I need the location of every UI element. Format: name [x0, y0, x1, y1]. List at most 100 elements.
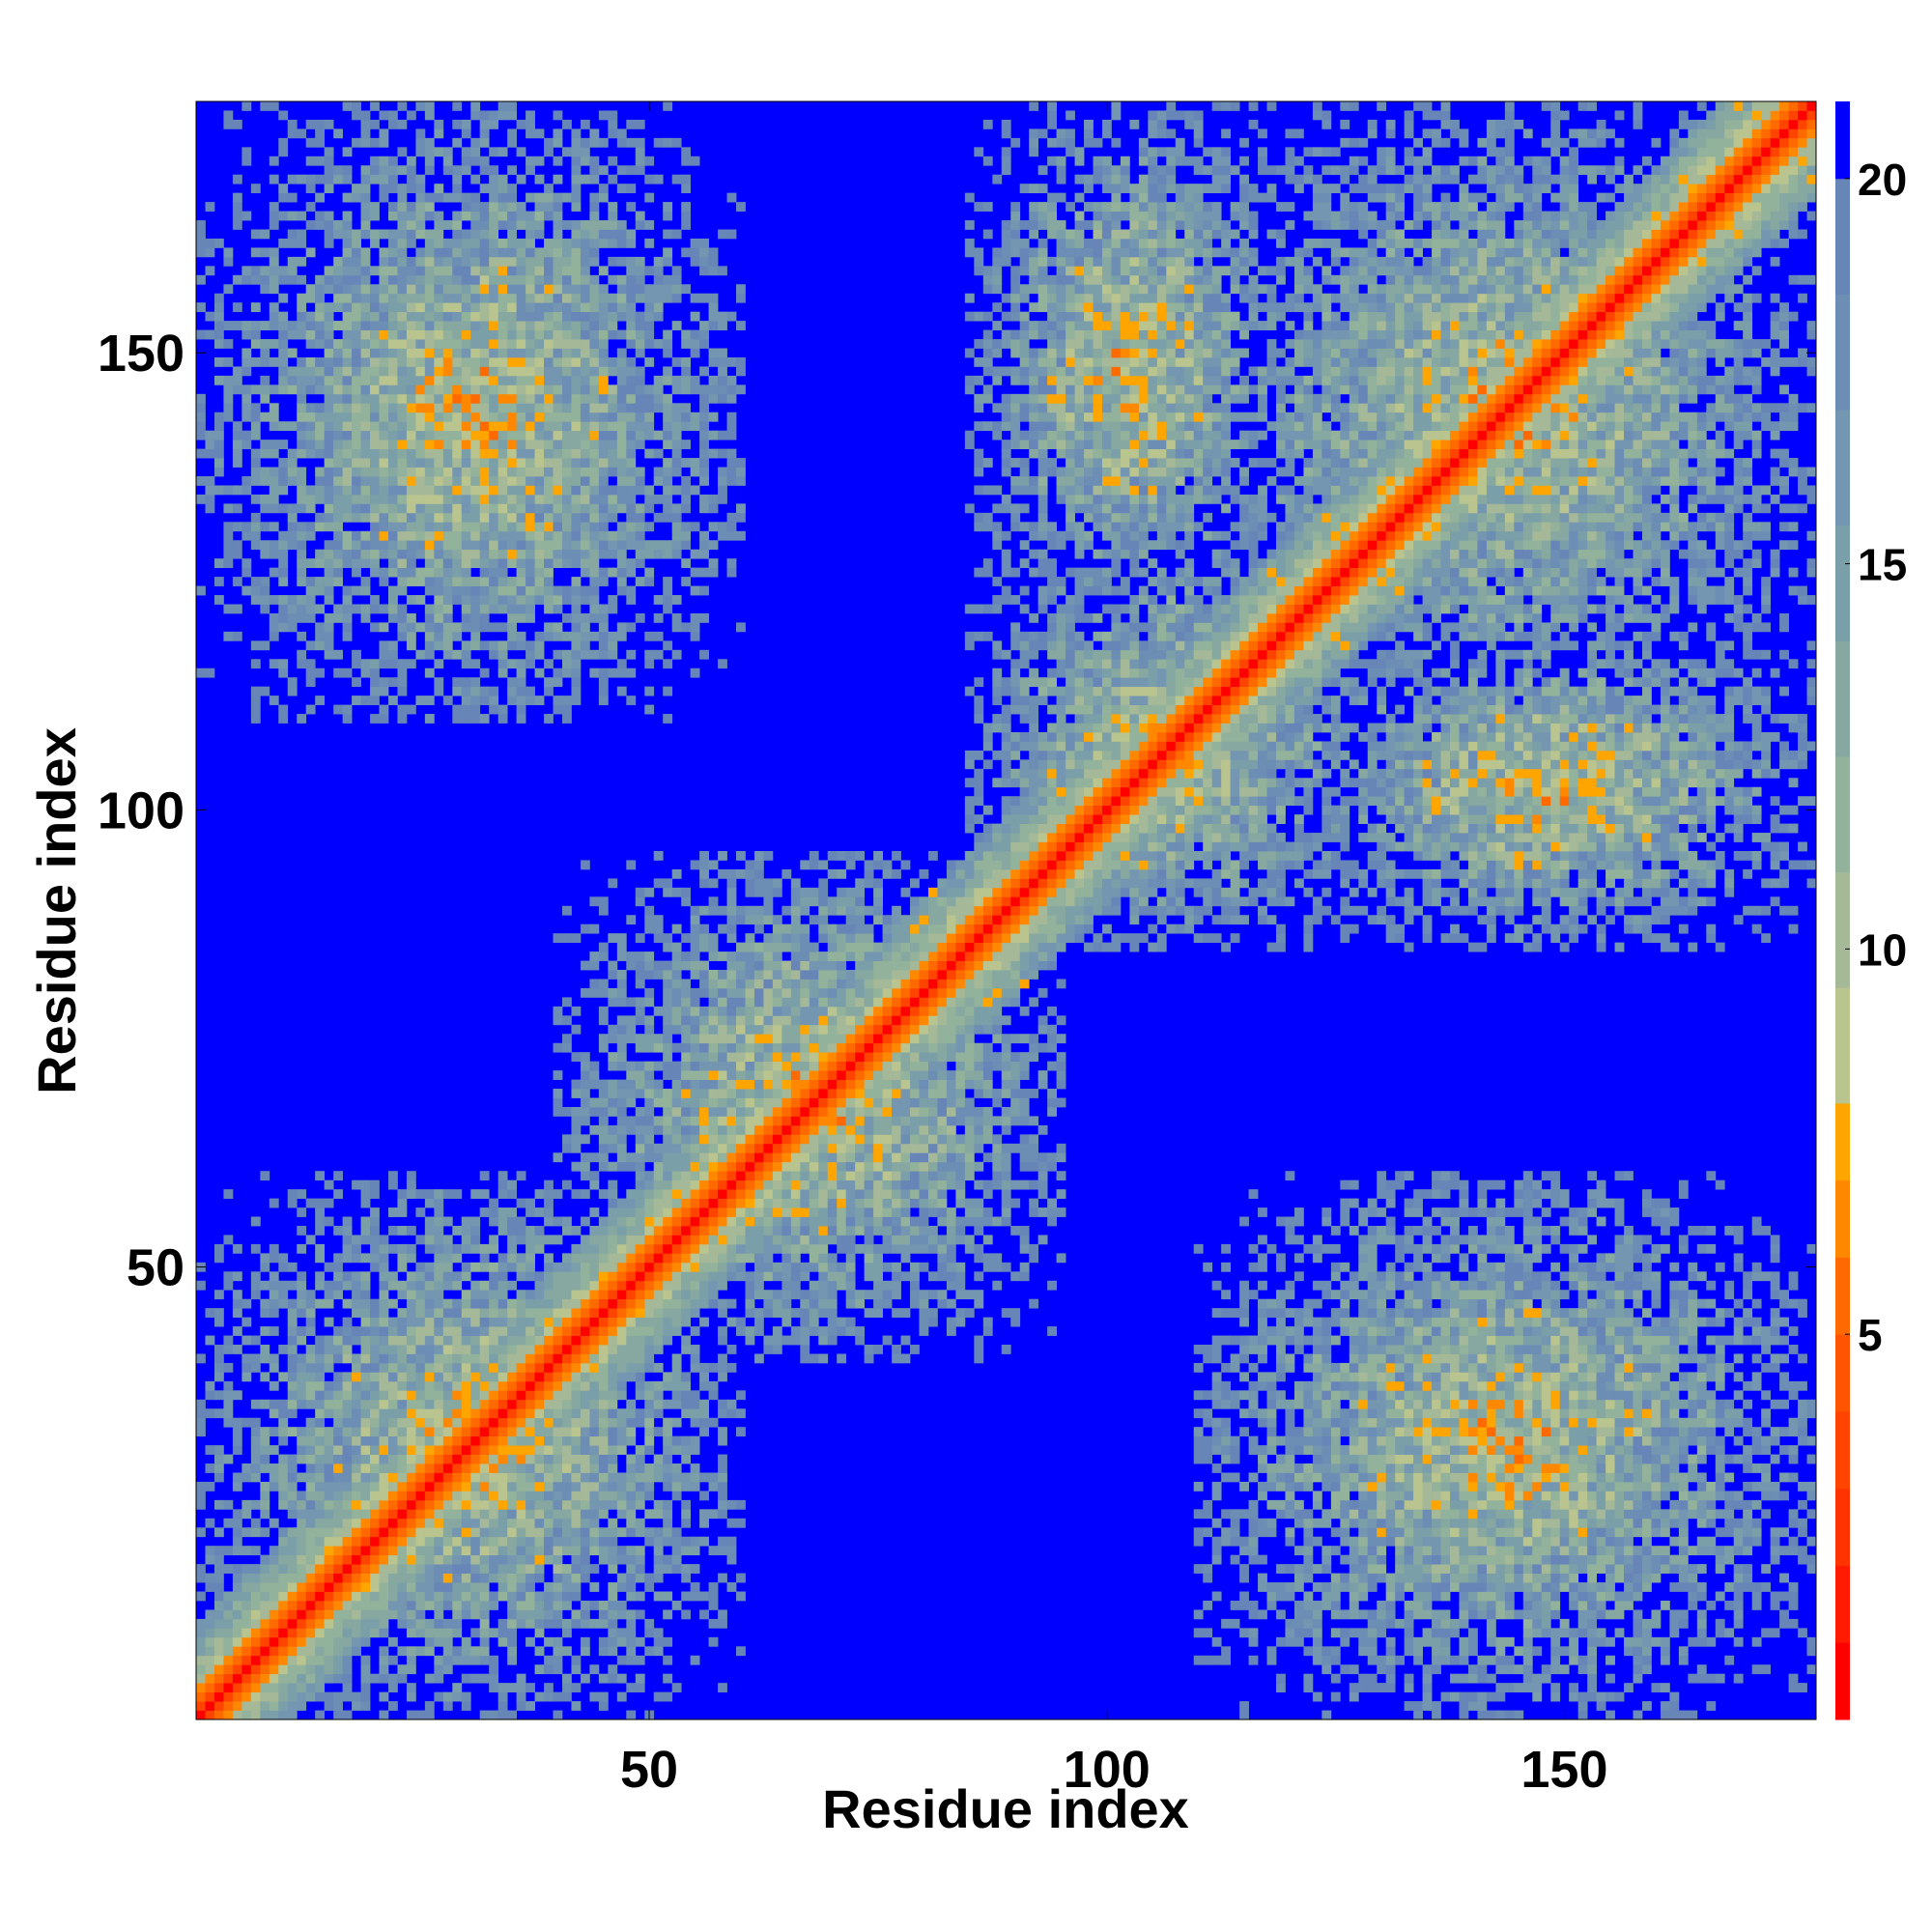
- heatmap-cell: [598, 165, 609, 176]
- heatmap-cell: [571, 585, 582, 596]
- heatmap-cell: [526, 110, 535, 121]
- heatmap-cell: [470, 503, 481, 514]
- heatmap-cell: [333, 348, 343, 358]
- heatmap-cell: [442, 1445, 453, 1455]
- heatmap-cell: [260, 1691, 270, 1702]
- heatmap-cell: [305, 366, 316, 377]
- heatmap-cell: [516, 1554, 526, 1565]
- heatmap-cell: [278, 659, 289, 669]
- heatmap-cell: [379, 1417, 389, 1428]
- heatmap-cell: [415, 1235, 426, 1245]
- heatmap-cell: [342, 1380, 353, 1391]
- heatmap-cell: [561, 348, 572, 358]
- heatmap-cell: [305, 440, 316, 449]
- heatmap-cell: [598, 1235, 609, 1245]
- heatmap-cell: [379, 256, 389, 267]
- heatmap-cell: [360, 1225, 371, 1236]
- heatmap-cell: [598, 604, 609, 614]
- heatmap-cell: [544, 1427, 554, 1437]
- heatmap-cell: [479, 1171, 490, 1181]
- heatmap-cell: [635, 412, 645, 422]
- heatmap-cell: [278, 1454, 289, 1464]
- heatmap-cell: [626, 1362, 637, 1373]
- heatmap-cell: [360, 1499, 371, 1510]
- heatmap-cell: [479, 1472, 490, 1483]
- heatmap-cell: [534, 1664, 545, 1675]
- heatmap-cell: [516, 256, 526, 267]
- heatmap-cell: [387, 1527, 398, 1538]
- heatmap-cell: [232, 211, 242, 221]
- heatmap-cell: [442, 503, 453, 514]
- heatmap-cell: [269, 302, 279, 313]
- heatmap-cell: [415, 1435, 426, 1446]
- heatmap-cell: [297, 1691, 307, 1702]
- heatmap-cell: [260, 1280, 270, 1291]
- heatmap-cell: [370, 1362, 380, 1373]
- heatmap-cell: [571, 1481, 582, 1492]
- heatmap-cell: [626, 1253, 637, 1264]
- heatmap-cell: [452, 247, 463, 258]
- heatmap-cell: [196, 1664, 206, 1675]
- heatmap-cell: [324, 458, 334, 468]
- heatmap-cell: [553, 1546, 563, 1556]
- heatmap-cell: [250, 1683, 261, 1693]
- heatmap-cell: [269, 202, 279, 212]
- heatmap-cell: [434, 467, 444, 477]
- heatmap-cell: [561, 704, 572, 715]
- heatmap-cell: [415, 311, 426, 322]
- heatmap-cell: [589, 896, 600, 907]
- heatmap-cell: [653, 467, 664, 477]
- heatmap-cell: [213, 485, 224, 496]
- heatmap-cell: [260, 1435, 270, 1446]
- heatmap-cell: [626, 284, 637, 295]
- heatmap-cell: [406, 1683, 416, 1693]
- heatmap-cell: [269, 1481, 279, 1492]
- heatmap-cell: [516, 631, 526, 641]
- heatmap-cell: [406, 1618, 416, 1629]
- heatmap-cell: [497, 1491, 508, 1501]
- heatmap-cell: [489, 147, 499, 157]
- heatmap-cell: [497, 704, 508, 715]
- heatmap-cell: [644, 1089, 655, 1098]
- heatmap-cell: [260, 1481, 270, 1492]
- heatmap-cell: [589, 1335, 600, 1346]
- heatmap-cell: [333, 1701, 343, 1711]
- heatmap-cell: [415, 1326, 426, 1336]
- heatmap-cell: [516, 174, 526, 185]
- heatmap-cell: [561, 1216, 572, 1227]
- heatmap-cell: [415, 1298, 426, 1309]
- heatmap-cell: [406, 1655, 416, 1665]
- heatmap-cell: [370, 1600, 380, 1610]
- heatmap-cell: [305, 1235, 316, 1245]
- heatmap-cell: [653, 1042, 664, 1053]
- heatmap-cell: [415, 284, 426, 295]
- heatmap-cell: [461, 1290, 471, 1300]
- heatmap-cell: [489, 1417, 499, 1428]
- heatmap-cell: [287, 238, 298, 248]
- heatmap-cell: [497, 549, 508, 559]
- heatmap-cell: [653, 1198, 664, 1208]
- heatmap-cell: [305, 485, 316, 496]
- heatmap-cell: [242, 567, 252, 578]
- heatmap-cell: [663, 1536, 673, 1547]
- heatmap-cell: [571, 356, 582, 367]
- heatmap-cell: [278, 1262, 289, 1272]
- heatmap-cell: [616, 1243, 627, 1254]
- heatmap-cell: [297, 604, 307, 614]
- heatmap-cell: [616, 1253, 627, 1264]
- heatmap-cell: [370, 1353, 380, 1364]
- heatmap-cell: [561, 659, 572, 669]
- heatmap-cell: [553, 540, 563, 551]
- heatmap-cell: [352, 1691, 361, 1702]
- heatmap-cell: [333, 1353, 343, 1364]
- heatmap-cell: [305, 577, 316, 586]
- heatmap-cell: [635, 1235, 645, 1245]
- heatmap-cell: [479, 1600, 490, 1610]
- heatmap-cell: [461, 612, 471, 623]
- heatmap-cell: [663, 375, 673, 385]
- heatmap-cell: [333, 1664, 343, 1675]
- heatmap-cell: [205, 1691, 215, 1702]
- heatmap-cell: [315, 585, 326, 596]
- heatmap-cell: [534, 1345, 545, 1354]
- heatmap-cell: [352, 1417, 361, 1428]
